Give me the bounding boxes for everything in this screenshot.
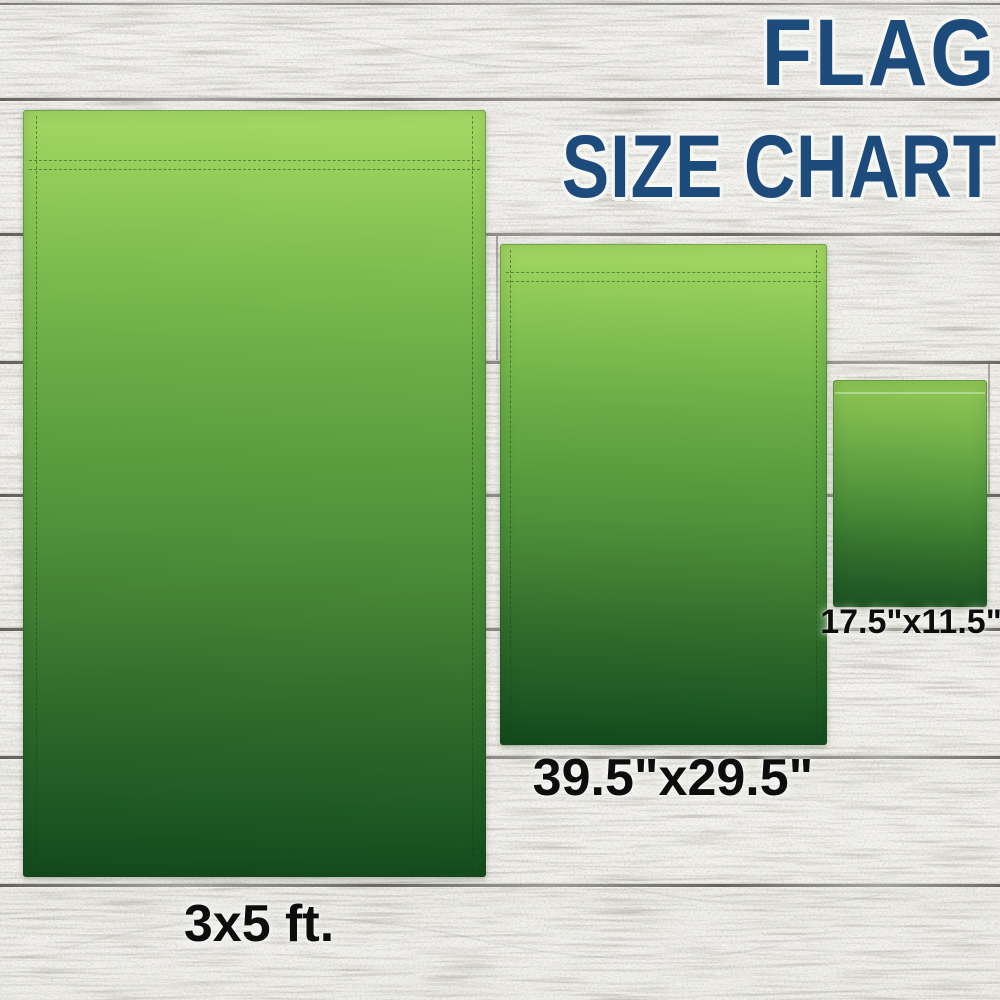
plank-seam [0, 884, 1000, 887]
plank-joint [988, 364, 990, 493]
sleeve-seam-highlight [835, 392, 985, 394]
stitch-line-left [36, 116, 37, 871]
flag-large [23, 110, 486, 877]
stitch-line-bottom [29, 848, 480, 849]
title-line-flag: FLAG [761, 0, 997, 106]
flag-medium-size-label: 39.5"x29.5" [532, 749, 814, 807]
stitch-line-bottom [506, 726, 821, 727]
wood-plank [0, 884, 1000, 1000]
stitch-line-right [472, 116, 473, 871]
stitch-line-left [510, 250, 511, 739]
flag-medium [500, 244, 827, 745]
stitch-line-top [29, 169, 480, 170]
flag-small [833, 380, 987, 607]
flag-small-size-label: 17.5"x11.5" [820, 603, 1000, 641]
stitch-line-right [816, 250, 817, 739]
title-line-size-chart: SIZE CHART [561, 116, 997, 216]
stitch-line-top [506, 281, 821, 282]
stitch-line-top [506, 272, 821, 273]
stitch-line-top [29, 160, 480, 161]
flag-large-size-label: 3x5 ft. [183, 895, 335, 953]
page-title: FLAG SIZE CHART [453, 6, 997, 211]
plank-joint [496, 236, 498, 360]
